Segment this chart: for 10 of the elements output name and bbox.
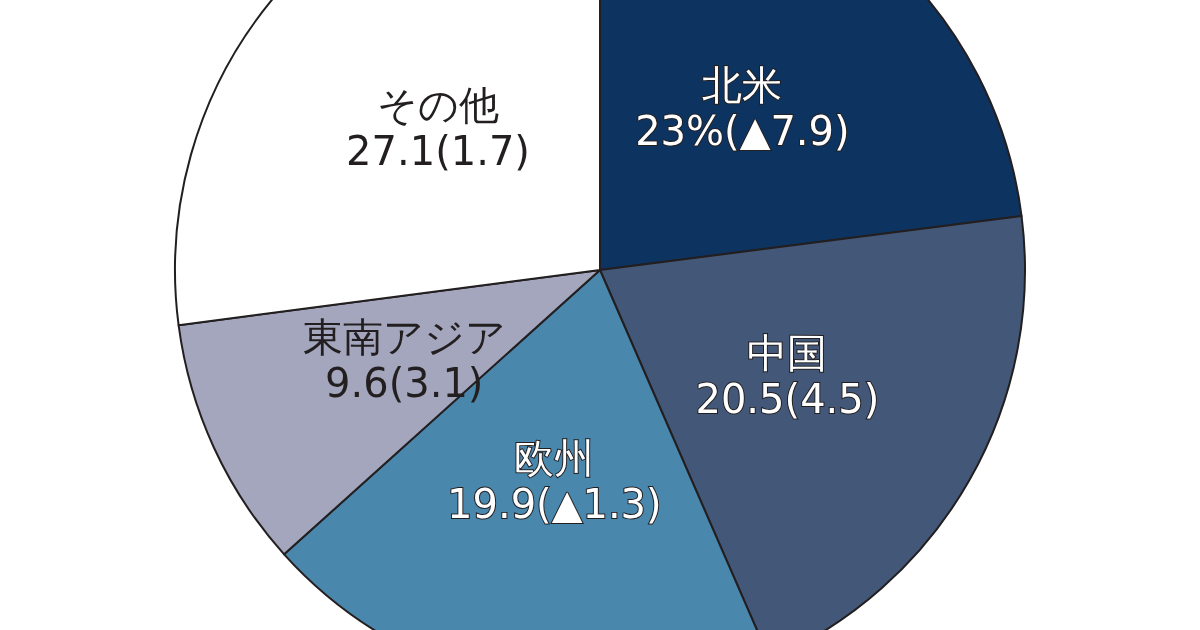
slice-label: その他	[377, 81, 500, 128]
data-label: 27.1(1.7)	[346, 127, 530, 174]
slice-label: 東南アジア	[302, 314, 506, 361]
slice-label: 北米	[702, 62, 783, 109]
data-label: 23%(▲7.9)	[635, 108, 850, 155]
data-label: 19.9(▲1.3)	[447, 480, 662, 527]
data-label: 20.5(4.5)	[695, 376, 880, 423]
slice-label: 中国	[747, 330, 828, 377]
data-label: 9.6(3.1)	[325, 360, 484, 407]
slice-label: 欧州	[514, 434, 595, 481]
